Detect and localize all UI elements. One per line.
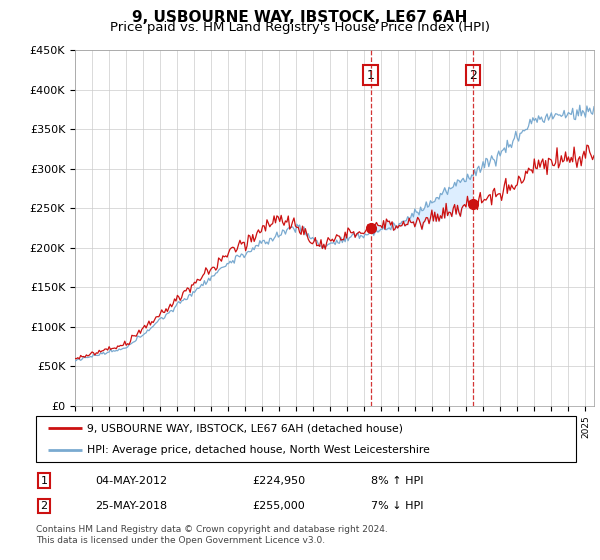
Text: 04-MAY-2012: 04-MAY-2012: [95, 476, 167, 486]
Text: £255,000: £255,000: [252, 501, 305, 511]
Text: HPI: Average price, detached house, North West Leicestershire: HPI: Average price, detached house, Nort…: [88, 445, 430, 455]
Text: £224,950: £224,950: [252, 476, 305, 486]
Text: 9, USBOURNE WAY, IBSTOCK, LE67 6AH: 9, USBOURNE WAY, IBSTOCK, LE67 6AH: [133, 10, 467, 25]
Text: 7% ↓ HPI: 7% ↓ HPI: [371, 501, 424, 511]
Text: Price paid vs. HM Land Registry's House Price Index (HPI): Price paid vs. HM Land Registry's House …: [110, 21, 490, 34]
Text: 2: 2: [41, 501, 47, 511]
Text: 9, USBOURNE WAY, IBSTOCK, LE67 6AH (detached house): 9, USBOURNE WAY, IBSTOCK, LE67 6AH (deta…: [88, 423, 403, 433]
Text: 2: 2: [469, 69, 477, 82]
Text: 8% ↑ HPI: 8% ↑ HPI: [371, 476, 424, 486]
Text: Contains HM Land Registry data © Crown copyright and database right 2024.
This d: Contains HM Land Registry data © Crown c…: [36, 525, 388, 545]
Text: 1: 1: [367, 69, 374, 82]
Text: 1: 1: [41, 476, 47, 486]
Text: 25-MAY-2018: 25-MAY-2018: [95, 501, 167, 511]
